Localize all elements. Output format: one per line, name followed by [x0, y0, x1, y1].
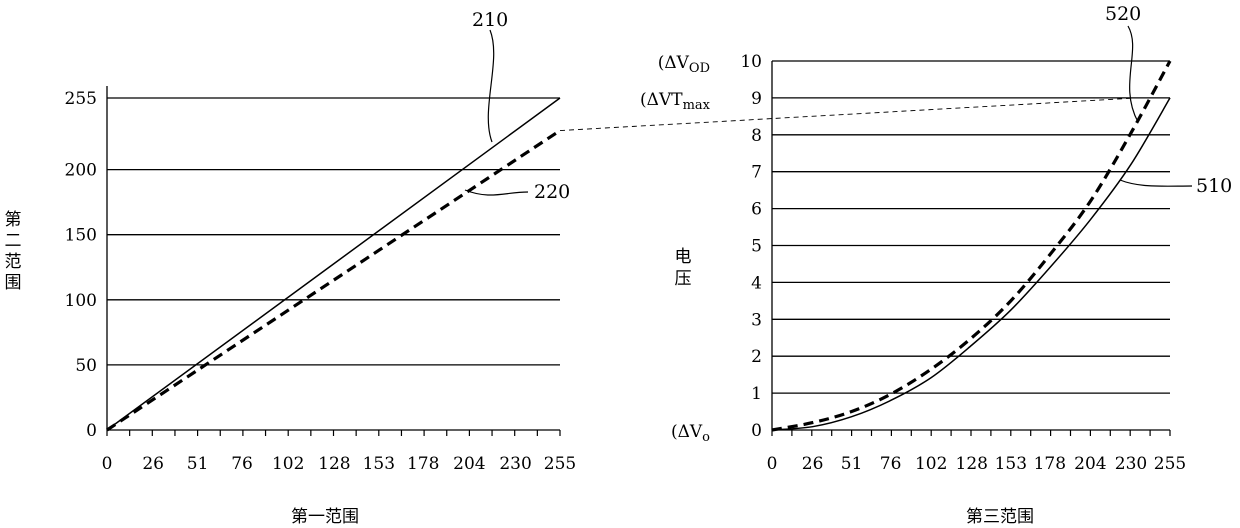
leader-line-210: [488, 30, 493, 142]
x-tick-label: 204: [453, 454, 485, 474]
x-tick-label: 76: [880, 454, 902, 474]
x-tick-label: 102: [915, 454, 947, 474]
x-tick-label: 26: [142, 454, 164, 474]
y-axis-label-char: 压: [675, 269, 692, 289]
x-tick-label: 51: [841, 454, 863, 474]
right-y-axis-label: 电压: [675, 247, 692, 289]
right-leader-lines: [1120, 26, 1192, 186]
x-tick-label: 153: [995, 454, 1027, 474]
y-axis-label-char: 范: [5, 252, 22, 272]
x-tick-label: 128: [956, 454, 988, 474]
leader-line-510: [1120, 180, 1192, 186]
y-axis-label-char: 电: [675, 247, 692, 267]
right-axes: [772, 61, 1170, 436]
right-series-510-label: 510: [1196, 175, 1232, 197]
x-tick-label: 230: [1115, 454, 1147, 474]
y-axis-label-char: 第: [5, 210, 22, 230]
left-x-axis-label: 第一范围: [291, 507, 359, 527]
right-x-axis-label: 第三范围: [966, 507, 1034, 527]
right-y-ticks: 0 1 2 3 4 5 6 7 8 9 10: [740, 52, 762, 441]
left-leader-lines: [465, 30, 528, 195]
y-annotation: (ΔVo: [671, 422, 710, 445]
y-tick-label: 0: [86, 421, 97, 441]
y-annotation: (ΔVTmax: [640, 90, 711, 113]
right-gridlines: [772, 61, 1170, 430]
left-series-210-label: 210: [472, 9, 508, 31]
y-axis-label-char: 围: [5, 273, 22, 293]
y-tick-label: 200: [65, 161, 97, 181]
left-series: [107, 98, 560, 430]
leader-line-220: [465, 190, 528, 195]
y-annotation: (ΔVOD: [658, 53, 710, 76]
y-tick-label: 100: [65, 291, 97, 311]
x-tick-label: 255: [544, 454, 576, 474]
right-series-520-label: 520: [1105, 3, 1141, 25]
series-510-line: [772, 98, 1170, 430]
y-tick-label: 1: [751, 384, 762, 404]
x-tick-label: 102: [272, 454, 304, 474]
x-tick-label: 204: [1074, 454, 1106, 474]
series-220-line: [107, 131, 560, 430]
y-tick-label: 9: [751, 89, 762, 109]
y-tick-label: 4: [751, 273, 762, 293]
left-series-220-label: 220: [534, 181, 570, 203]
x-tick-label: 26: [802, 454, 824, 474]
x-tick-label: 51: [187, 454, 209, 474]
x-tick-label: 0: [102, 454, 113, 474]
x-tick-label: 76: [231, 454, 253, 474]
left-x-ticks: 0 26 51 76 102 128 153 178 204 230 255: [102, 454, 577, 474]
y-tick-label: 50: [75, 356, 97, 376]
series-210-line: [107, 98, 560, 430]
y-tick-label: 255: [65, 89, 97, 109]
y-tick-label: 150: [65, 226, 97, 246]
y-tick-label: 8: [751, 126, 762, 146]
left-chart: 0 50 100 150 200 255 0 26 51 76 102 128 153 178 204 23…: [5, 9, 577, 527]
left-y-axis-label: 第二范围: [5, 210, 22, 293]
y-tick-label: 3: [751, 310, 762, 330]
x-tick-label: 178: [407, 454, 439, 474]
y-tick-label: 10: [740, 52, 762, 72]
x-tick-label: 230: [499, 454, 531, 474]
x-tick-label: 153: [363, 454, 395, 474]
y-tick-label: 0: [751, 421, 762, 441]
y-axis-label-char: 二: [5, 231, 22, 251]
y-tick-label: 6: [751, 200, 762, 220]
left-y-ticks: 0 50 100 150 200 255: [65, 89, 97, 441]
leader-line-520: [1128, 26, 1138, 122]
y-tick-label: 7: [751, 163, 762, 183]
x-tick-label: 178: [1034, 454, 1066, 474]
x-tick-label: 255: [1154, 454, 1186, 474]
x-tick-label: 0: [767, 454, 778, 474]
y-tick-label: 5: [751, 237, 762, 257]
right-x-ticks: 0 26 51 76 102 128 153 178 204 230 255: [767, 454, 1187, 474]
right-chart: 0 1 2 3 4 5 6 7 8 9 10 0 26 51 76 102 128 153 178 204 230 25…: [640, 3, 1232, 527]
x-tick-label: 128: [318, 454, 350, 474]
y-tick-label: 2: [751, 347, 762, 367]
